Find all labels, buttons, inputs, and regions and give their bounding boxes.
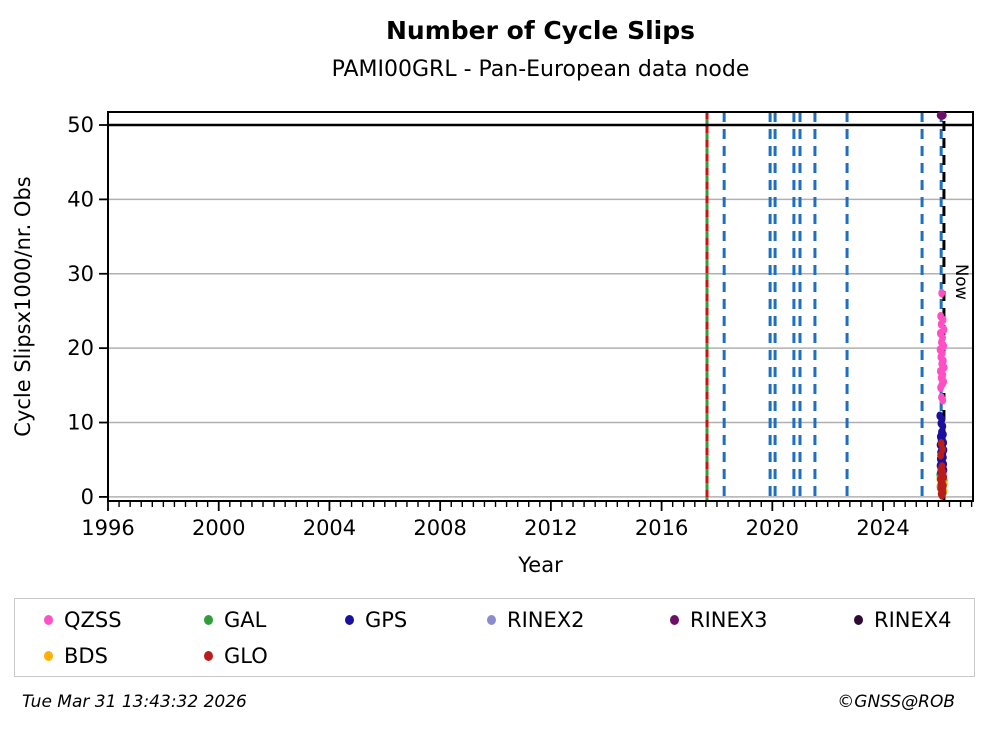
legend-box: QZSS GAL GPS RINEX2 RINEX3 RINEX4 BDS GLO <box>14 598 975 677</box>
y-tick-label: 30 <box>67 262 94 286</box>
legend-marker-icon <box>44 615 53 625</box>
data-point-rinex3 <box>936 110 947 120</box>
data-point-qzss <box>937 383 945 392</box>
y-tick-label: 0 <box>81 485 94 509</box>
timestamp-label: Tue Mar 31 13:43:32 2026 <box>22 692 247 712</box>
x-tick-label: 2012 <box>524 516 577 540</box>
legend-label: GLO <box>224 643 268 668</box>
legend-label: GPS <box>365 607 408 632</box>
legend-marker-icon <box>854 615 863 625</box>
data-point-glo <box>938 491 946 500</box>
y-tick-label: 20 <box>67 336 94 360</box>
legend-item-rinex3: RINEX3 <box>670 607 768 633</box>
legend-label: QZSS <box>64 607 122 632</box>
legend-item-rinex2: RINEX2 <box>487 607 585 633</box>
x-tick-label: 2024 <box>856 516 909 540</box>
y-tick-label: 50 <box>67 113 94 137</box>
legend-item-rinex4: RINEX4 <box>854 607 952 633</box>
legend-marker-icon <box>670 615 679 625</box>
legend-label: BDS <box>64 643 108 668</box>
legend-item-gps: GPS <box>345 607 407 633</box>
y-tick-label: 40 <box>67 187 94 211</box>
data-point-qzss <box>938 288 946 298</box>
legend-marker-icon <box>487 615 496 625</box>
page-title: Number of Cycle Slips <box>385 16 696 45</box>
page-subtitle: PAMI00GRL - Pan-European data node <box>331 57 750 82</box>
series-rinex3 <box>936 110 947 120</box>
legend-marker-icon <box>204 651 213 661</box>
legend-item-bds: BDS <box>44 643 108 669</box>
x-tick-label: 1996 <box>81 516 134 540</box>
legend-item-qzss: QZSS <box>44 607 122 633</box>
legend-marker-icon <box>44 651 53 661</box>
legend-item-gal: GAL <box>204 607 266 633</box>
legend-item-glo: GLO <box>204 643 268 669</box>
series-glo <box>936 439 948 500</box>
legend-label: RINEX4 <box>874 607 952 632</box>
legend-label: RINEX2 <box>507 607 585 632</box>
x-tick-label: 2020 <box>746 516 799 540</box>
data-point-qzss <box>939 395 947 405</box>
y-axis-label: Cycle Slipsx1000/nr. Obs <box>11 176 35 436</box>
x-tick-label: 2000 <box>192 516 245 540</box>
now-label: Now <box>952 264 971 300</box>
x-axis-label: Year <box>517 553 563 577</box>
legend-label: GAL <box>224 607 267 632</box>
x-tick-label: 2016 <box>635 516 688 540</box>
y-tick-label: 10 <box>67 411 94 435</box>
copyright-label: ©GNSS@ROB <box>837 692 955 712</box>
legend-marker-icon <box>204 615 213 625</box>
legend-label: RINEX3 <box>690 607 768 632</box>
x-tick-label: 2008 <box>413 516 466 540</box>
plot-frame <box>107 111 974 502</box>
legend-marker-icon <box>345 615 354 625</box>
data-point-glo <box>937 450 945 460</box>
x-tick-label: 2004 <box>303 516 356 540</box>
plot-canvas: Now 1996 2000 2004 2008 2012 2016 2020 2024 0 10 20… <box>11 110 974 577</box>
series-qzss <box>936 288 948 405</box>
